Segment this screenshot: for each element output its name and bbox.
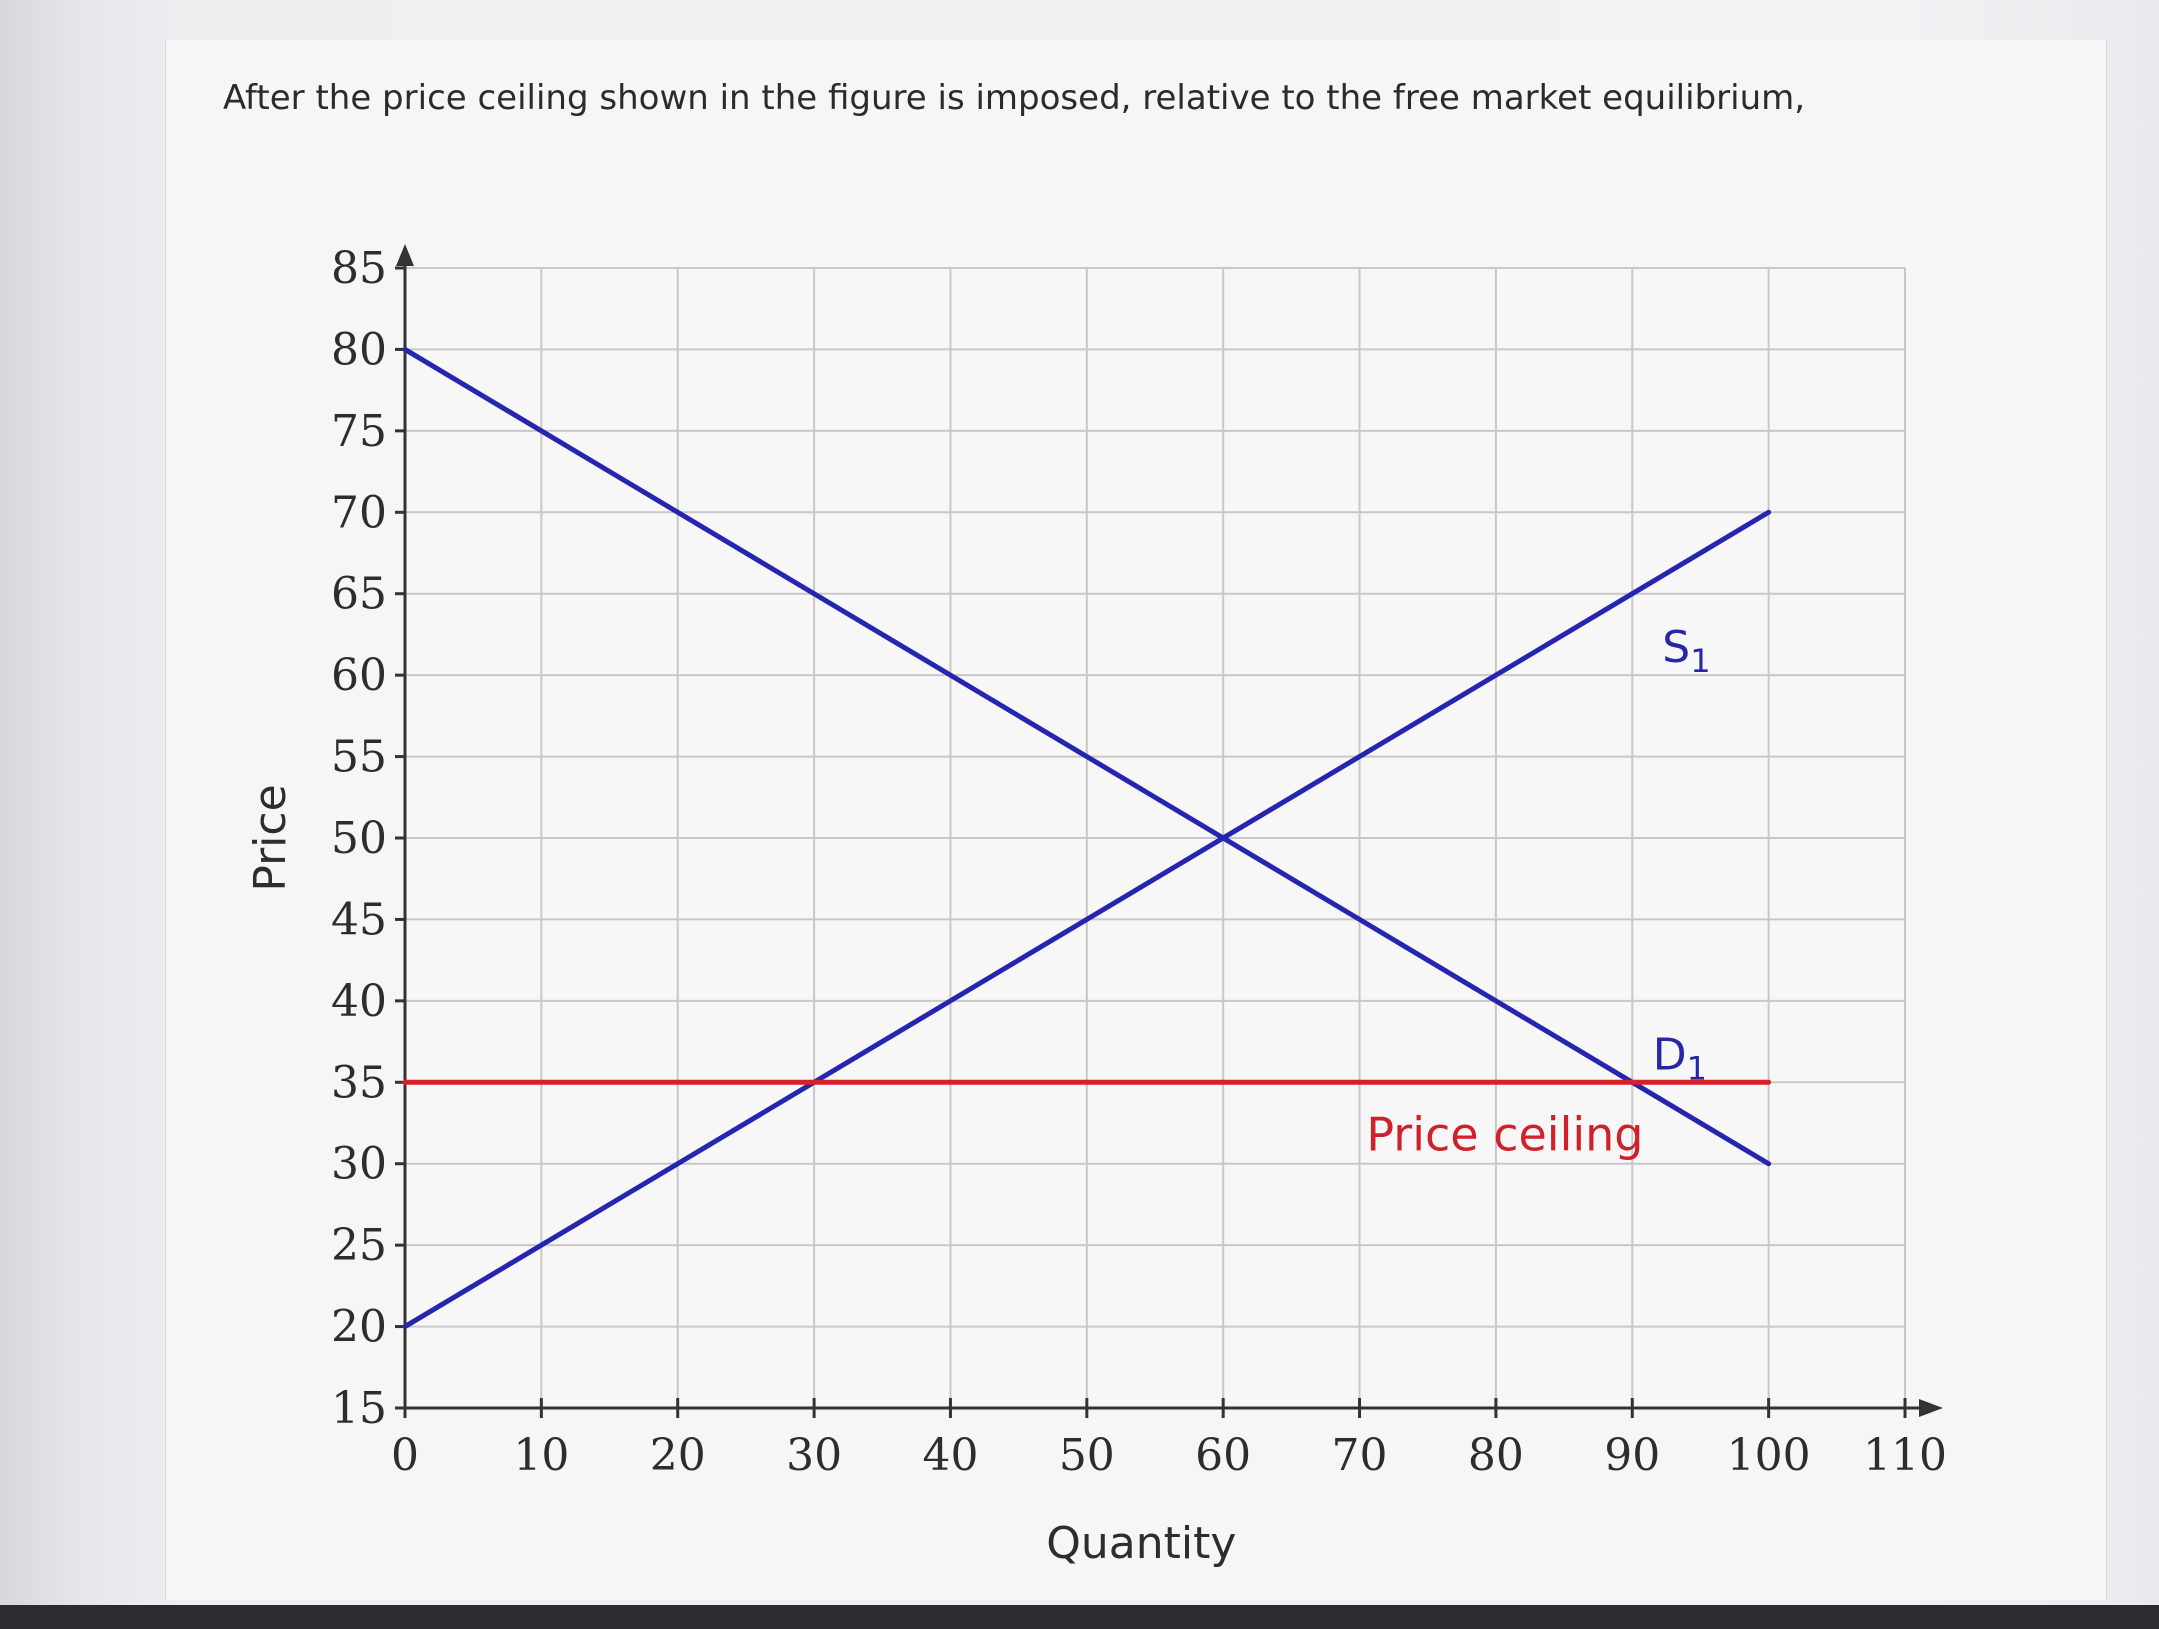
series-line-1: [402, 346, 1772, 1167]
y-tick-label-9: 60: [331, 650, 387, 701]
chart-series: [402, 346, 1772, 1330]
x-tick-label-10: 100: [1727, 1430, 1811, 1481]
x-tick-label-2: 20: [650, 1430, 706, 1481]
y-axis-arrow-icon: [396, 244, 414, 266]
y-tick-label-6: 45: [331, 894, 387, 945]
series-line-0: [402, 509, 1772, 1330]
series-label-0: S1: [1662, 622, 1710, 680]
series-label-1: D1: [1653, 1029, 1707, 1087]
x-tick-label-1: 10: [513, 1430, 569, 1481]
chart-axes: [395, 244, 1943, 1418]
y-tick-label-5: 40: [331, 976, 387, 1027]
y-tick-label-10: 65: [331, 569, 387, 620]
x-axis-title: Quantity: [1046, 1518, 1236, 1569]
x-tick-label-0: 0: [391, 1430, 419, 1481]
question-text: After the price ceiling shown in the fig…: [223, 78, 1806, 118]
x-tick-label-4: 40: [922, 1430, 978, 1481]
y-tick-label-0: 15: [331, 1383, 387, 1434]
y-axis-title: Price: [245, 784, 296, 891]
y-tick-label-12: 75: [331, 406, 387, 457]
y-tick-label-13: 80: [331, 324, 387, 375]
y-tick-label-1: 20: [331, 1302, 387, 1353]
y-tick-label-7: 50: [331, 813, 387, 864]
y-tick-label-11: 70: [331, 487, 387, 538]
chart-grid: [405, 267, 1906, 1408]
screen-bottom-edge: [0, 1605, 2159, 1629]
y-tick-label-4: 35: [331, 1057, 387, 1108]
y-tick-label-8: 55: [331, 732, 387, 783]
x-tick-label-3: 30: [786, 1430, 842, 1481]
x-tick-label-6: 60: [1195, 1430, 1251, 1481]
y-tick-label-14: 85: [331, 243, 387, 294]
x-axis-arrow-icon: [1919, 1399, 1943, 1417]
y-tick-label-3: 30: [331, 1139, 387, 1190]
x-tick-label-7: 70: [1332, 1430, 1388, 1481]
x-tick-label-5: 50: [1059, 1430, 1115, 1481]
x-tick-label-8: 80: [1468, 1430, 1524, 1481]
x-tick-label-9: 90: [1604, 1430, 1660, 1481]
chart-tick-labels: 0 10 20 30 40 50 60 70 80 90 100 110 15 20 25 30 35 40 45 5…: [331, 243, 1947, 1481]
y-tick-label-2: 25: [331, 1220, 387, 1271]
series-label-2: Price ceiling: [1366, 1108, 1643, 1162]
x-tick-label-11: 110: [1863, 1430, 1947, 1481]
